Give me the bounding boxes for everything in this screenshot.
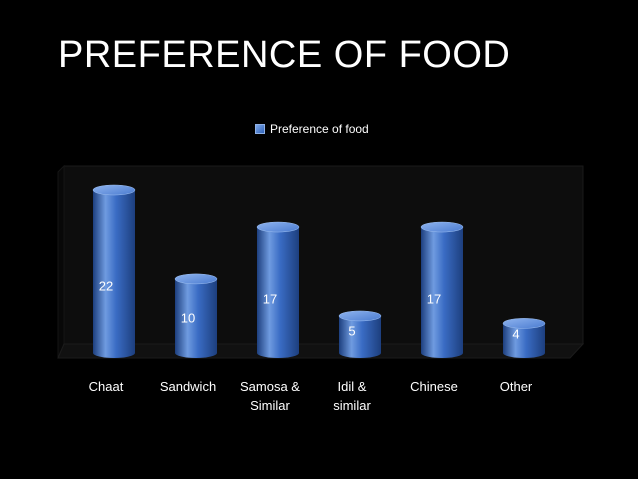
bar-body bbox=[503, 323, 545, 358]
bar-top bbox=[420, 221, 464, 233]
bar bbox=[420, 221, 464, 358]
data-label: 4 bbox=[512, 326, 519, 341]
bar-top bbox=[92, 184, 136, 196]
x-tick-label-line: Sandwich bbox=[159, 379, 217, 394]
bar-top bbox=[256, 221, 300, 233]
plot-back-wall bbox=[63, 165, 584, 345]
data-label: 5 bbox=[348, 324, 355, 339]
bar bbox=[174, 273, 218, 358]
bar-top bbox=[174, 273, 218, 285]
plot-side-wall bbox=[57, 164, 65, 359]
bar-body bbox=[421, 227, 463, 358]
x-tick-label-line: Chinese bbox=[410, 379, 458, 394]
x-tick-label: Idil & similar bbox=[307, 377, 397, 415]
x-tick-label: Chaat bbox=[61, 377, 151, 396]
slide-title: PREFERENCE OF FOOD bbox=[58, 34, 511, 76]
x-tick-label: Chinese bbox=[389, 377, 479, 396]
bar-top bbox=[338, 310, 382, 322]
x-tick-label-line: Idil & bbox=[337, 379, 367, 394]
x-tick-label-line: similar bbox=[333, 398, 371, 413]
data-label: 10 bbox=[181, 310, 195, 325]
x-tick-label-line: Other bbox=[499, 379, 533, 394]
bar-body bbox=[175, 278, 217, 358]
bar-body bbox=[339, 315, 381, 358]
x-tick-label: Sandwich bbox=[143, 377, 233, 396]
x-tick-label: Other bbox=[471, 377, 561, 396]
legend-label: Preference of food bbox=[270, 122, 369, 136]
bar bbox=[256, 221, 300, 358]
bar-body bbox=[93, 190, 135, 358]
x-tick-label-line: Similar bbox=[250, 398, 290, 413]
x-tick-label-line: Samosa & bbox=[240, 379, 300, 394]
data-label: 17 bbox=[263, 292, 277, 307]
bar bbox=[502, 318, 546, 358]
data-label: 17 bbox=[427, 292, 441, 307]
bar-top bbox=[502, 318, 546, 329]
data-label: 22 bbox=[99, 278, 113, 293]
x-tick-label-line: Chaat bbox=[88, 379, 124, 394]
bar bbox=[338, 310, 382, 358]
bar-body bbox=[257, 227, 299, 358]
chart-legend: Preference of food bbox=[255, 121, 369, 137]
legend-swatch-icon bbox=[255, 124, 265, 134]
x-tick-label: Samosa & Similar bbox=[225, 377, 315, 415]
bar bbox=[92, 184, 136, 358]
